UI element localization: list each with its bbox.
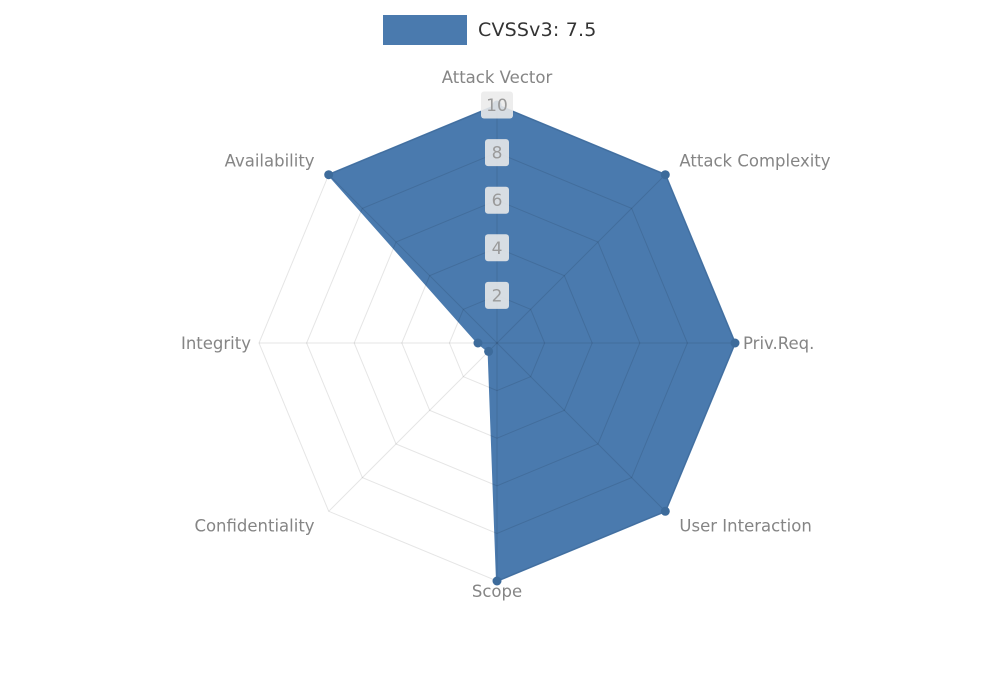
tick-label-bg [481, 91, 513, 119]
legend-swatch [383, 15, 467, 45]
tick-label-bg [485, 186, 509, 214]
grid-ring [353, 199, 641, 487]
grid-ring [306, 152, 688, 534]
data-point-marker [660, 170, 670, 180]
grid-ring [401, 247, 593, 439]
legend[interactable]: CVSSv3: 7.5 [383, 15, 597, 45]
tick-label: 6 [492, 191, 503, 211]
data-point-marker [730, 338, 740, 348]
data-point-marker [484, 346, 494, 356]
axis-label-availability: Availability [225, 152, 315, 171]
tick-label-bg [485, 234, 509, 262]
axis-label-attack-complexity: Attack Complexity [679, 152, 830, 171]
data-point-marker [473, 338, 483, 348]
tick-label: 10 [486, 96, 508, 116]
data-point-marker [492, 576, 502, 586]
grid-spoke [496, 174, 666, 344]
tick-label: 2 [492, 286, 503, 306]
axis-label-attack-vector: Attack Vector [442, 68, 553, 87]
grid-spoke [328, 342, 498, 512]
tick-label-bg [485, 281, 509, 309]
axis-label-scope: Scope [472, 582, 522, 601]
data-point-marker [660, 506, 670, 516]
axis-label-priv-req-: Priv.Req. [743, 334, 814, 353]
grid-spoke [328, 174, 498, 344]
axis-label-integrity: Integrity [181, 334, 251, 353]
tick-label: 4 [492, 239, 503, 259]
grid-spoke [496, 342, 666, 512]
data-point-marker [324, 170, 334, 180]
tick-label: 8 [492, 144, 503, 164]
legend-label: CVSSv3: 7.5 [478, 19, 597, 41]
tick-label-bg [485, 139, 509, 167]
grid-ring [448, 294, 546, 392]
axis-label-user-interaction: User Interaction [679, 516, 811, 535]
axis-label-confidentiality: Confidentiality [194, 516, 314, 535]
